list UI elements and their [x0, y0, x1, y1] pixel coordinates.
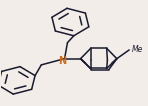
Text: Me: Me: [131, 45, 143, 54]
Text: N: N: [58, 56, 66, 66]
